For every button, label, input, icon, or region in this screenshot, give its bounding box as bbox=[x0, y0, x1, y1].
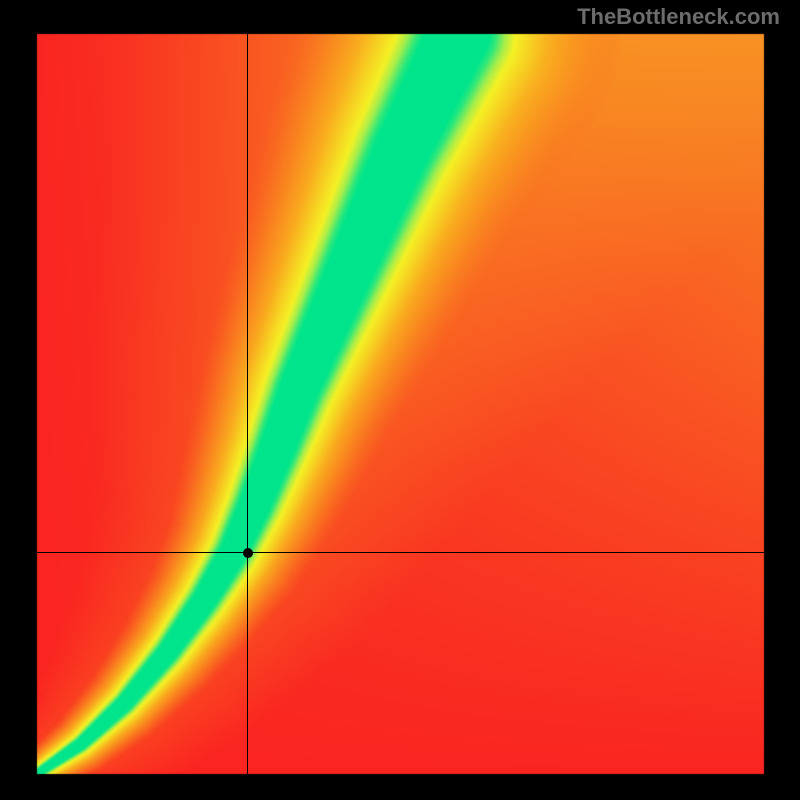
crosshair-marker bbox=[243, 548, 253, 558]
crosshair-horizontal bbox=[37, 552, 764, 553]
chart-container: TheBottleneck.com bbox=[0, 0, 800, 800]
heatmap-canvas bbox=[0, 0, 800, 800]
crosshair-vertical bbox=[247, 34, 248, 774]
watermark-text: TheBottleneck.com bbox=[577, 4, 780, 30]
